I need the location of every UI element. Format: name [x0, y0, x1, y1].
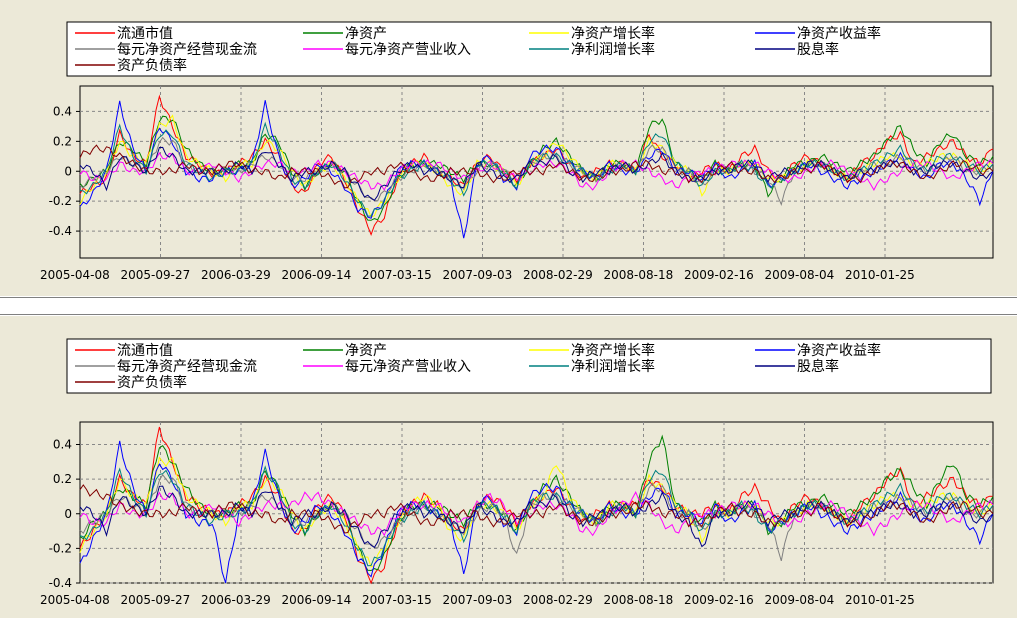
series-line: [79, 491, 994, 537]
x-tick-label: 2005-09-27: [121, 268, 191, 282]
legend-entry: 每元净资产经营现金流: [117, 359, 257, 375]
series-line: [79, 146, 994, 201]
series-line: [79, 456, 994, 568]
panel-separator-line-2: [0, 314, 1017, 315]
series-line: [79, 144, 994, 189]
y-tick-label: 0.2: [53, 472, 72, 486]
legend-entry: 净利润增长率: [571, 358, 655, 375]
y-tick-label: -0.4: [49, 576, 72, 590]
x-tick-label: 2008-08-18: [604, 593, 674, 607]
legend-entry: 流通市值: [117, 342, 173, 359]
chart-panel-bottom: 流通市值 净资产 净资产增长率 净资产收益率每元净资产经营现金流 每元净资产营业收入 净利…: [0, 316, 1017, 618]
panel-separator-line: [0, 297, 1017, 298]
legend-entry: 每元净资产营业收入: [345, 42, 471, 58]
legend-entry: 股息率: [797, 358, 839, 375]
legend-entry: 净资产增长率: [571, 342, 655, 359]
series-line: [79, 121, 994, 217]
x-tick-label: 2005-09-27: [121, 593, 191, 607]
legend-entry: 资产负债率: [117, 374, 187, 391]
legend-entry: 每元净资产经营现金流: [117, 42, 257, 58]
x-tick-label: 2006-09-14: [282, 593, 352, 607]
legend-entry: 资产负债率: [117, 57, 187, 74]
y-tick-label: 0.2: [53, 134, 72, 148]
x-tick-label: 2010-01-25: [845, 268, 915, 282]
x-tick-label: 2009-02-16: [684, 268, 754, 282]
x-tick-label: 2008-02-29: [523, 268, 593, 282]
legend-entry: 净资产: [345, 343, 387, 359]
legend-entry: 净资产收益率: [797, 25, 881, 42]
x-tick-label: 2005-04-08: [40, 268, 110, 282]
x-tick-label: 2005-04-08: [40, 593, 110, 607]
x-tick-label: 2007-03-15: [362, 268, 432, 282]
x-tick-label: 2006-09-14: [282, 268, 352, 282]
y-tick-label: 0.4: [53, 104, 72, 118]
x-tick-label: 2008-02-29: [523, 593, 593, 607]
x-tick-label: 2009-02-16: [684, 593, 754, 607]
y-tick-label: -0.2: [49, 194, 72, 208]
legend-entry: 净资产: [345, 26, 387, 42]
y-tick-label: 0: [64, 164, 72, 178]
y-tick-label: 0: [64, 507, 72, 521]
x-tick-label: 2006-03-29: [201, 268, 271, 282]
plot-area: [79, 421, 994, 584]
x-tick-label: 2006-03-29: [201, 593, 271, 607]
x-tick-label: 2009-08-04: [765, 593, 835, 607]
x-tick-label: 2008-08-18: [604, 268, 674, 282]
series-line: [79, 434, 994, 572]
legend-entry: 净资产收益率: [797, 342, 881, 359]
legend-entry: 股息率: [797, 41, 839, 58]
legend-entry: 每元净资产营业收入: [345, 359, 471, 375]
series-line: [79, 485, 994, 549]
x-tick-label: 2010-01-25: [845, 593, 915, 607]
series-line: [79, 465, 994, 567]
chart-panel-top: 流通市值 净资产 净资产增长率 净资产收益率每元净资产经营现金流 每元净资产营业收入 净利…: [0, 0, 1017, 296]
x-tick-label: 2007-09-03: [443, 593, 513, 607]
legend-entry: 净资产增长率: [571, 25, 655, 42]
y-tick-label: 0.4: [53, 438, 72, 452]
y-tick-label: -0.4: [49, 224, 72, 238]
legend-entry: 流通市值: [117, 25, 173, 42]
series-line: [79, 152, 994, 191]
legend-entry: 净利润增长率: [571, 41, 655, 58]
x-tick-label: 2007-09-03: [443, 268, 513, 282]
x-tick-label: 2007-03-15: [362, 593, 432, 607]
x-tick-label: 2009-08-04: [765, 268, 835, 282]
series-line: [79, 440, 994, 584]
series-line: [79, 484, 994, 534]
y-tick-label: -0.2: [49, 541, 72, 555]
